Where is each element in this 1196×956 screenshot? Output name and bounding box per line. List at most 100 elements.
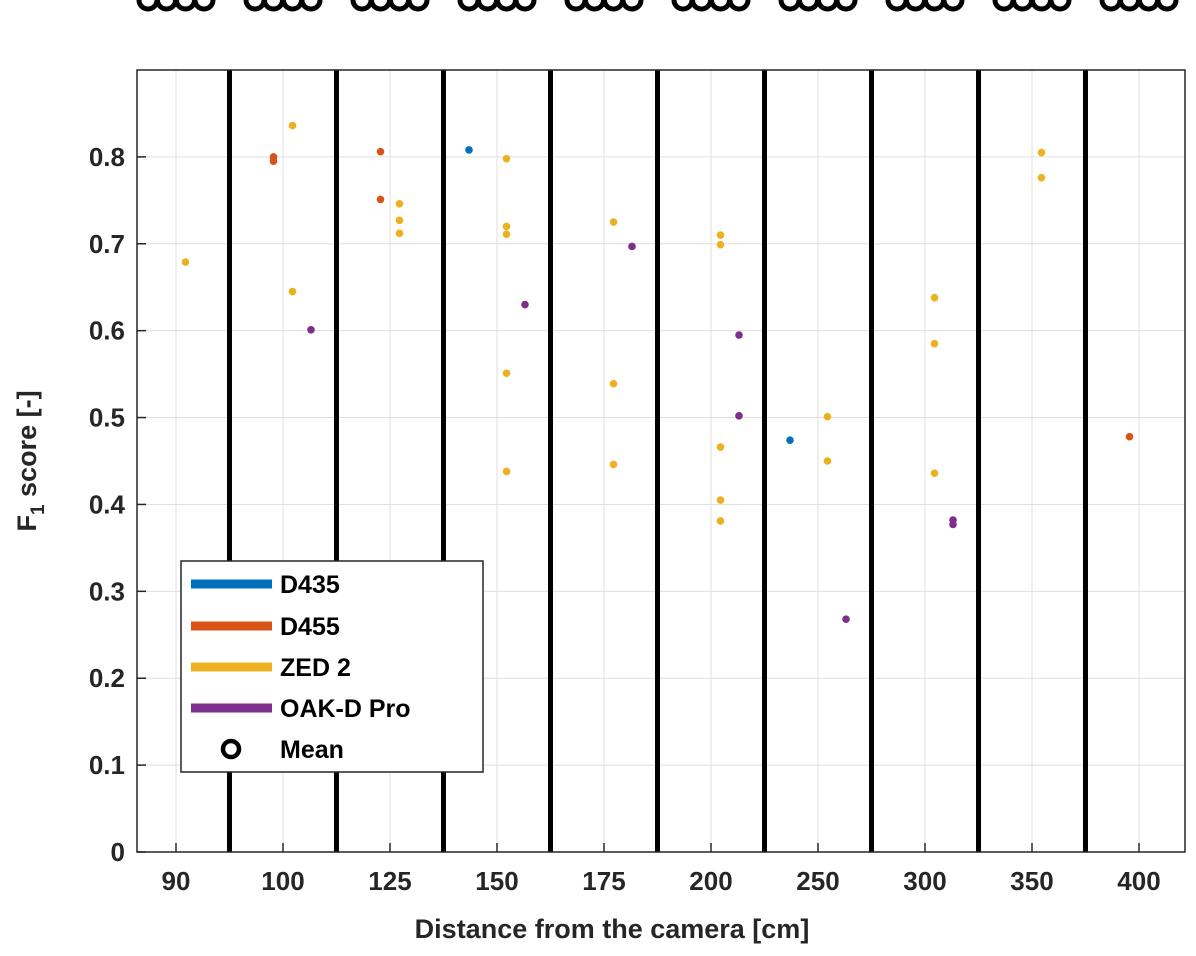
box-outlier: [376, 195, 385, 204]
mean-marker: [281, 0, 304, 12]
mean-marker: [1118, 0, 1141, 12]
y-tick-label: 0.2: [89, 663, 125, 693]
box-outlier: [823, 412, 832, 421]
mean-marker: [709, 0, 732, 12]
box-outlier: [502, 222, 511, 231]
y-tick-label: 0.5: [89, 403, 125, 433]
legend-label-zed2: ZED 2: [280, 654, 351, 682]
mean-marker: [941, 0, 965, 12]
mean-marker: [797, 0, 820, 12]
box-outlier: [465, 146, 473, 154]
mean-marker: [476, 0, 499, 12]
axes-box: [136, 69, 1186, 853]
mean-marker: [513, 0, 537, 12]
mean-marker: [1048, 0, 1072, 12]
x-tick-label: 175: [582, 866, 625, 896]
mean-marker: [136, 0, 160, 12]
mean-marker: [262, 0, 285, 12]
box-outlier: [949, 516, 957, 524]
box-outlier: [502, 230, 511, 239]
box-outlier: [716, 240, 725, 249]
y-tick-label: 0: [111, 837, 125, 867]
box-plots: [181, 121, 1134, 623]
legend-label-d435: D435: [280, 571, 340, 599]
box-outlier: [395, 200, 404, 208]
mean-marker: [1137, 0, 1160, 12]
mean-marker: [834, 0, 858, 12]
box-outlier: [502, 467, 511, 476]
y-axis-label-suffix: score [-]: [12, 390, 42, 504]
x-tick-label: 100: [261, 866, 304, 896]
mean-marker: [1099, 0, 1123, 12]
y-tick-label: 0.7: [89, 229, 125, 259]
mean-marker: [174, 0, 197, 12]
box-outlier: [786, 436, 794, 444]
x-tick-label: 250: [796, 866, 839, 896]
legend: D435 D455 ZED 2 OAK-D Pro Mean: [180, 560, 484, 773]
mean-marker: [388, 0, 411, 12]
y-tick-label: 0.4: [89, 489, 126, 519]
box-outlier: [1037, 148, 1046, 157]
x-tick-label: 200: [689, 866, 732, 896]
x-tick-label: 300: [903, 866, 946, 896]
box-outlier: [609, 460, 618, 469]
mean-marker: [155, 0, 178, 12]
mean-marker: [816, 0, 839, 12]
mean-marker: [727, 0, 751, 12]
mean-marker: [671, 0, 695, 12]
mean-marker: [1155, 0, 1179, 12]
mean-marker: [1011, 0, 1034, 12]
x-tick-label: 400: [1117, 866, 1160, 896]
box-outlier: [395, 229, 404, 238]
box-outlier: [930, 469, 939, 477]
y-tick-label: 0.8: [89, 142, 125, 172]
box-outlier: [735, 331, 743, 339]
box-outlier: [1125, 432, 1134, 441]
x-tick-label: 125: [368, 866, 411, 896]
mean-marker: [885, 0, 909, 12]
x-axis-label: Distance from the camera [cm]: [415, 914, 810, 944]
box-outlier: [823, 457, 832, 465]
box-outlier: [735, 412, 743, 420]
legend-label-mean: Mean: [280, 736, 344, 764]
box-outlier: [930, 339, 939, 348]
mean-marker: [923, 0, 946, 12]
mean-marker: [350, 0, 374, 12]
box-outlier: [716, 443, 725, 451]
y-axis-label-subscript: 1: [28, 504, 49, 515]
box-outlier: [307, 325, 315, 334]
box-outlier: [269, 153, 278, 161]
mean-marker: [369, 0, 392, 12]
y-tick-label: 0.6: [89, 316, 125, 346]
mean-markers: [136, 0, 1179, 12]
box-outlier: [521, 300, 529, 309]
box-outlier: [716, 517, 725, 525]
legend-mean-marker: [220, 738, 242, 760]
y-axis-label-main: F: [12, 515, 42, 532]
mean-marker: [457, 0, 481, 12]
y-tick-label: 0.1: [89, 750, 125, 780]
x-tick-label: 90: [162, 866, 191, 896]
mean-marker: [583, 0, 606, 12]
mean-marker: [620, 0, 644, 12]
legend-label-d455: D455: [280, 613, 340, 641]
mean-marker: [564, 0, 588, 12]
legend-label-oak-d-pro: OAK-D Pro: [280, 695, 411, 723]
box-outlier: [609, 379, 618, 388]
box-outlier: [1037, 173, 1046, 182]
mean-marker: [778, 0, 802, 12]
mean-marker: [299, 0, 323, 12]
mean-marker: [406, 0, 430, 12]
box-outlier: [628, 242, 636, 251]
mean-marker: [602, 0, 625, 12]
mean-marker: [904, 0, 927, 12]
mean-marker: [495, 0, 518, 12]
mean-marker: [243, 0, 267, 12]
box-outlier: [395, 216, 404, 225]
box-outlier: [288, 287, 297, 296]
box-outlier: [609, 218, 618, 226]
box-outlier: [502, 154, 511, 163]
mean-marker: [192, 0, 216, 12]
y-tick-label: 0.3: [89, 576, 125, 606]
